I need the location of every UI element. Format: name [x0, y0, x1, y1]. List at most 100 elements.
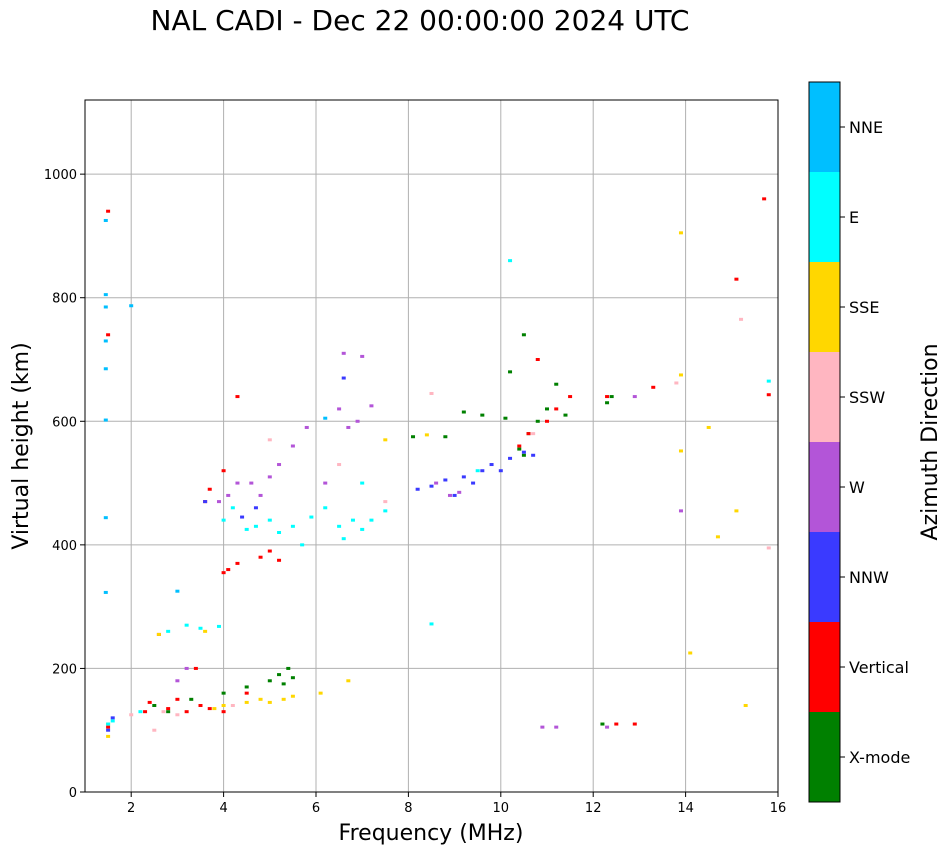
data-point [203, 629, 208, 633]
data-point [521, 333, 526, 337]
data-point [281, 682, 286, 686]
data-point [103, 516, 108, 520]
colorbar-segment [809, 172, 840, 262]
data-point [429, 484, 434, 488]
y-tick-label: 600 [52, 415, 77, 430]
data-point [678, 509, 683, 513]
data-point [103, 590, 108, 594]
data-point [253, 524, 258, 528]
data-point [517, 444, 522, 448]
data-point [766, 546, 771, 550]
x-tick-label: 6 [312, 801, 320, 816]
data-point [341, 376, 346, 380]
data-point [350, 518, 355, 522]
x-tick-label: 16 [770, 801, 787, 816]
series-x-mode [152, 333, 614, 726]
data-point [198, 704, 203, 707]
data-point [429, 391, 434, 395]
data-point [554, 407, 559, 411]
data-point [563, 413, 568, 417]
data-point [341, 537, 346, 541]
data-point [207, 487, 212, 491]
plot-frame [84, 99, 779, 793]
data-point [715, 535, 720, 539]
data-point [300, 543, 305, 547]
data-point [103, 218, 108, 222]
colorbar-segment [809, 352, 840, 442]
data-point [244, 685, 249, 689]
data-point [743, 704, 748, 707]
data-point [369, 404, 374, 408]
data-point [521, 450, 526, 454]
data-point [212, 707, 217, 711]
data-point [106, 728, 111, 732]
data-point [106, 725, 111, 729]
data-point [383, 509, 388, 513]
data-point [244, 700, 249, 704]
series-e [106, 259, 771, 726]
data-point [161, 710, 166, 714]
data-point [443, 478, 448, 482]
data-point [152, 728, 157, 732]
data-point [277, 463, 282, 467]
data-point [226, 568, 231, 572]
data-point [678, 231, 683, 235]
y-axis-label: Virtual height (km) [9, 342, 34, 549]
data-point [651, 385, 656, 389]
data-point [540, 725, 545, 729]
data-point [429, 622, 434, 626]
data-point [568, 395, 573, 399]
grid-lines [85, 100, 779, 792]
x-tick-label: 2 [127, 801, 135, 816]
colorbar-tick-label: SSW [849, 388, 885, 407]
data-point [267, 549, 272, 553]
data-point [461, 475, 466, 479]
data-point [166, 710, 171, 714]
data-point [734, 277, 739, 281]
data-point [166, 629, 171, 633]
data-point [175, 697, 180, 701]
data-point [138, 710, 143, 714]
data-point [605, 725, 610, 729]
data-point [766, 393, 771, 397]
data-point [545, 407, 549, 411]
data-point [323, 481, 328, 485]
data-point [198, 626, 203, 630]
data-point [244, 691, 249, 695]
data-point [678, 449, 683, 453]
data-point [221, 710, 226, 714]
data-point [230, 704, 235, 707]
data-point [221, 691, 226, 695]
data-point [355, 419, 360, 423]
data-point [531, 453, 536, 457]
data-point [147, 700, 152, 704]
data-point [766, 379, 771, 383]
data-point [258, 697, 263, 701]
data-point [489, 463, 494, 467]
data-point [244, 527, 249, 531]
data-point [103, 293, 108, 297]
data-point [337, 524, 342, 528]
data-point [346, 679, 351, 683]
data-point [503, 416, 508, 420]
data-point [706, 425, 711, 429]
data-point [189, 697, 194, 701]
data-point [346, 425, 351, 429]
y-tick-label: 1000 [44, 168, 77, 183]
data-point [337, 407, 342, 411]
data-point [290, 676, 295, 680]
data-point [508, 456, 513, 460]
data-point [674, 381, 679, 385]
data-point [221, 518, 226, 522]
colorbar-tick-label: E [849, 208, 859, 227]
series-w [175, 351, 683, 729]
colorbar-segment [809, 712, 840, 802]
colorbar-tick-label: NNW [849, 568, 889, 587]
colorbar-label: Azimuth Direction [918, 343, 943, 540]
data-point [632, 722, 637, 726]
data-point [226, 493, 231, 497]
data-point [258, 555, 263, 559]
data-point [337, 463, 342, 467]
colorbar-tick-label: X-mode [849, 748, 910, 767]
